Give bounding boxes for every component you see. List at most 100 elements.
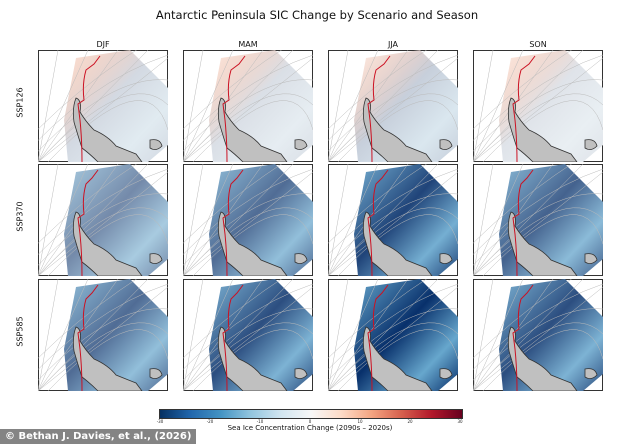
graticule-line [328, 286, 458, 391]
map-panel-ssp585-jja [328, 279, 458, 391]
graticule-line [337, 100, 458, 162]
graticule-line [38, 171, 168, 276]
graticule-line [328, 279, 349, 391]
graticule-line [183, 279, 282, 359]
colorbar-tick: -20 [206, 419, 214, 424]
graticule-line [183, 279, 204, 391]
graticule-line [473, 164, 584, 276]
graticule-line [473, 171, 603, 276]
graticule-line [183, 168, 313, 255]
graticule-line [473, 50, 494, 162]
graticule-line [38, 50, 137, 130]
graticule-line [38, 50, 89, 162]
graticule-line [473, 50, 572, 130]
island-land [584, 139, 598, 150]
graticule-line [183, 171, 313, 276]
island-land [149, 368, 163, 379]
sea-ice-edge-contour [222, 169, 244, 276]
row-label-ssp370: SSP370 [15, 201, 25, 232]
graticule-line [183, 164, 282, 244]
graticule-line [473, 164, 494, 276]
graticule-line [38, 279, 149, 391]
graticule-line [38, 279, 89, 391]
sea-ice-edge-contour [367, 284, 389, 391]
island-land [584, 253, 598, 264]
graticule-line [183, 50, 234, 162]
graticule-line [328, 164, 427, 244]
graticule-line [183, 283, 313, 370]
graticule-line [473, 279, 572, 359]
sea-ice-edge-contour [512, 55, 536, 162]
island-land [439, 253, 453, 264]
graticule-line [192, 214, 313, 276]
island-land [584, 368, 598, 379]
graticule-line [183, 286, 313, 391]
graticule-line [482, 214, 603, 276]
graticule-line [38, 50, 59, 162]
island-land [439, 139, 453, 150]
graticule-line [482, 329, 603, 391]
graticule-line [328, 164, 379, 276]
graticule-line [38, 279, 59, 391]
graticule-line [473, 57, 603, 162]
graticule-line [38, 50, 149, 162]
sea-ice-edge-contour [367, 169, 389, 276]
graticule-line [473, 164, 524, 276]
graticule-line [337, 329, 458, 391]
graticule-line [38, 279, 137, 359]
graticule-line [38, 286, 168, 391]
graticule-line [38, 164, 89, 276]
graticule-line [183, 50, 282, 130]
peninsula-land [507, 211, 578, 276]
graticule-line [473, 54, 603, 141]
graticule-line [473, 279, 584, 391]
peninsula-land [507, 97, 578, 162]
colorbar-tick: 20 [407, 419, 413, 424]
graticule-line [183, 54, 313, 141]
sea-ice-edge-contour [77, 284, 99, 391]
sea-ice-edge-contour [512, 169, 534, 276]
sea-ice-edge-contour [512, 284, 534, 391]
graticule-line [38, 164, 137, 244]
graticule-line [473, 283, 603, 370]
map-panel-ssp126-jja [328, 50, 458, 162]
graticule-line [328, 168, 458, 255]
graticule-line [328, 171, 458, 276]
graticule-line [183, 279, 294, 391]
graticule-line [473, 50, 524, 162]
graticule-line [47, 214, 168, 276]
peninsula-land [72, 211, 143, 276]
peninsula-land [217, 211, 288, 276]
island-land [294, 139, 308, 150]
graticule-line [473, 50, 584, 162]
graticule-line [183, 50, 204, 162]
graticule-line [183, 279, 234, 391]
graticule-line [47, 329, 168, 391]
graticule-line [473, 286, 603, 391]
graticule-line [328, 164, 349, 276]
graticule-line [183, 50, 294, 162]
sea-ice-edge-contour [77, 55, 101, 162]
graticule-line [337, 214, 458, 276]
graticule-line [328, 50, 379, 162]
graticule-line [328, 50, 439, 162]
peninsula-land [362, 326, 433, 391]
graticule-line [473, 164, 572, 244]
graticule-line [328, 279, 427, 359]
graticule-line [38, 54, 168, 141]
graticule-line [38, 168, 168, 255]
figure-title: Antarctic Peninsula SIC Change by Scenar… [155, 8, 479, 22]
credit-watermark: © Bethan J. Davies, et al., (2026) [0, 429, 197, 444]
graticule-line [328, 50, 427, 130]
graticule-line [328, 54, 458, 141]
map-panel-ssp585-son [473, 279, 603, 391]
colorbar-label: Sea Ice Concentration Change (2090s – 20… [227, 424, 393, 432]
graticule-line [328, 279, 379, 391]
map-panel-ssp370-jja [328, 164, 458, 276]
island-land [439, 368, 453, 379]
row-label-ssp126: SSP126 [15, 87, 25, 118]
column-label-djf: DJF [96, 40, 110, 49]
graticule-line [328, 57, 458, 162]
graticule-line [183, 164, 294, 276]
